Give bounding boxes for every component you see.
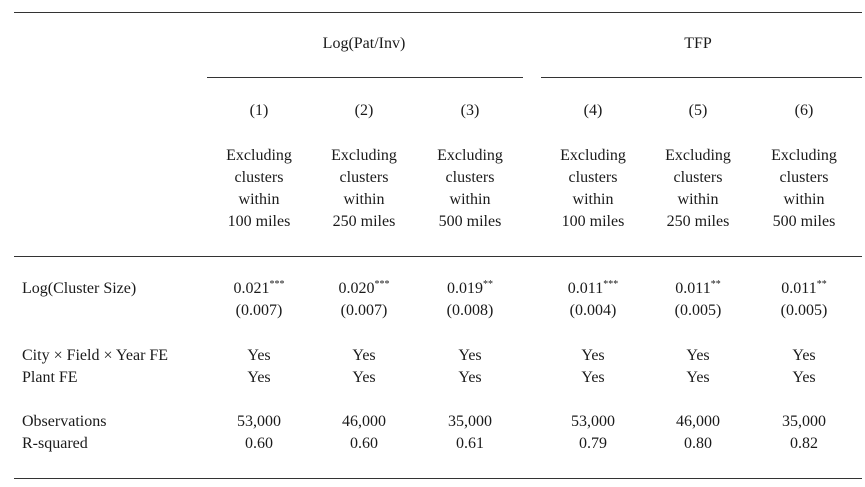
column-description: Excluding clusters within 250 miles: [665, 145, 731, 233]
fe-cell: Yes: [458, 347, 482, 364]
std-error-cell: (0.008): [446, 302, 494, 319]
coefficient-cell: 0.019**: [447, 278, 493, 300]
description-line: within: [343, 191, 385, 208]
description-line: 100 miles: [561, 213, 625, 230]
group-header-log-pat-inv: Log(Pat/Inv): [322, 35, 406, 52]
std-error-cell: (0.007): [340, 302, 388, 319]
top-rule: [14, 12, 862, 13]
group-header-tfp: TFP: [684, 35, 712, 52]
fe-cell: Yes: [792, 369, 816, 386]
significance-stars: ***: [374, 279, 390, 290]
description-line: Excluding: [331, 147, 397, 164]
significance-stars: **: [710, 279, 721, 290]
fe-cell: Yes: [792, 347, 816, 364]
coefficient-value: 0.011: [781, 280, 817, 297]
r-squared-cell: 0.82: [790, 435, 818, 452]
description-line: Excluding: [560, 147, 626, 164]
coefficient-value: 0.019: [447, 280, 483, 297]
row-label-city-field-year-fe: City × Field × Year FE: [22, 347, 169, 364]
significance-stars: **: [816, 279, 827, 290]
column-description: Excluding clusters within 100 miles: [560, 145, 626, 233]
column-description: Excluding clusters within 250 miles: [331, 145, 397, 233]
fe-cell: Yes: [458, 369, 482, 386]
description-line: clusters: [673, 169, 723, 186]
description-line: within: [572, 191, 614, 208]
r-squared-cell: 0.61: [456, 435, 484, 452]
description-line: Excluding: [226, 147, 292, 164]
coefficient-value: 0.021: [233, 280, 270, 297]
row-label-plant-fe: Plant FE: [22, 369, 78, 386]
description-line: within: [449, 191, 491, 208]
group-rule-right: [541, 77, 862, 78]
description-line: clusters: [234, 169, 284, 186]
fe-cell: Yes: [581, 369, 605, 386]
column-number: (6): [794, 102, 814, 119]
description-line: within: [783, 191, 825, 208]
significance-stars: ***: [269, 279, 285, 290]
coefficient-value: 0.020: [338, 280, 375, 297]
observations-cell: 53,000: [237, 413, 281, 430]
bottom-rule: [14, 478, 862, 479]
row-label-cluster-size: Log(Cluster Size): [22, 280, 137, 297]
description-line: 250 miles: [666, 213, 730, 230]
coefficient-cell: 0.021***: [234, 278, 285, 300]
fe-cell: Yes: [686, 347, 710, 364]
observations-cell: 46,000: [342, 413, 386, 430]
description-line: Excluding: [665, 147, 731, 164]
description-line: 100 miles: [227, 213, 291, 230]
header-bottom-rule: [14, 256, 862, 257]
column-number: (5): [688, 102, 708, 119]
coefficient-cell: 0.011**: [781, 278, 826, 300]
row-label-r-squared: R-squared: [22, 435, 88, 452]
coefficient-value: 0.011: [675, 280, 711, 297]
fe-cell: Yes: [686, 369, 710, 386]
row-label-observations: Observations: [22, 413, 107, 430]
observations-cell: 46,000: [676, 413, 720, 430]
column-description: Excluding clusters within 100 miles: [226, 145, 292, 233]
description-line: clusters: [779, 169, 829, 186]
column-number: (4): [583, 102, 603, 119]
description-line: clusters: [568, 169, 618, 186]
std-error-cell: (0.005): [780, 302, 828, 319]
description-line: clusters: [339, 169, 389, 186]
std-error-cell: (0.004): [569, 302, 617, 319]
coefficient-cell: 0.011**: [675, 278, 720, 300]
observations-cell: 53,000: [571, 413, 615, 430]
std-error-cell: (0.007): [235, 302, 283, 319]
coefficient-cell: 0.011***: [568, 278, 618, 300]
description-line: within: [238, 191, 280, 208]
fe-cell: Yes: [247, 369, 271, 386]
description-line: 500 miles: [772, 213, 836, 230]
description-line: 500 miles: [438, 213, 502, 230]
description-line: Excluding: [771, 147, 837, 164]
fe-cell: Yes: [352, 369, 376, 386]
column-number: (3): [460, 102, 480, 119]
observations-cell: 35,000: [448, 413, 492, 430]
description-line: Excluding: [437, 147, 503, 164]
column-description: Excluding clusters within 500 miles: [771, 145, 837, 233]
r-squared-cell: 0.60: [245, 435, 273, 452]
observations-cell: 35,000: [782, 413, 826, 430]
fe-cell: Yes: [581, 347, 605, 364]
column-number: (2): [354, 102, 374, 119]
description-line: clusters: [445, 169, 495, 186]
description-line: 250 miles: [332, 213, 396, 230]
column-number: (1): [249, 102, 269, 119]
significance-stars: ***: [603, 279, 619, 290]
column-description: Excluding clusters within 500 miles: [437, 145, 503, 233]
r-squared-cell: 0.80: [684, 435, 712, 452]
significance-stars: **: [483, 279, 493, 290]
coefficient-cell: 0.020***: [339, 278, 390, 300]
r-squared-cell: 0.79: [579, 435, 607, 452]
coefficient-value: 0.011: [567, 280, 604, 297]
fe-cell: Yes: [247, 347, 271, 364]
fe-cell: Yes: [352, 347, 376, 364]
group-rule-left: [207, 77, 523, 78]
r-squared-cell: 0.60: [350, 435, 378, 452]
description-line: within: [677, 191, 719, 208]
std-error-cell: (0.005): [674, 302, 722, 319]
